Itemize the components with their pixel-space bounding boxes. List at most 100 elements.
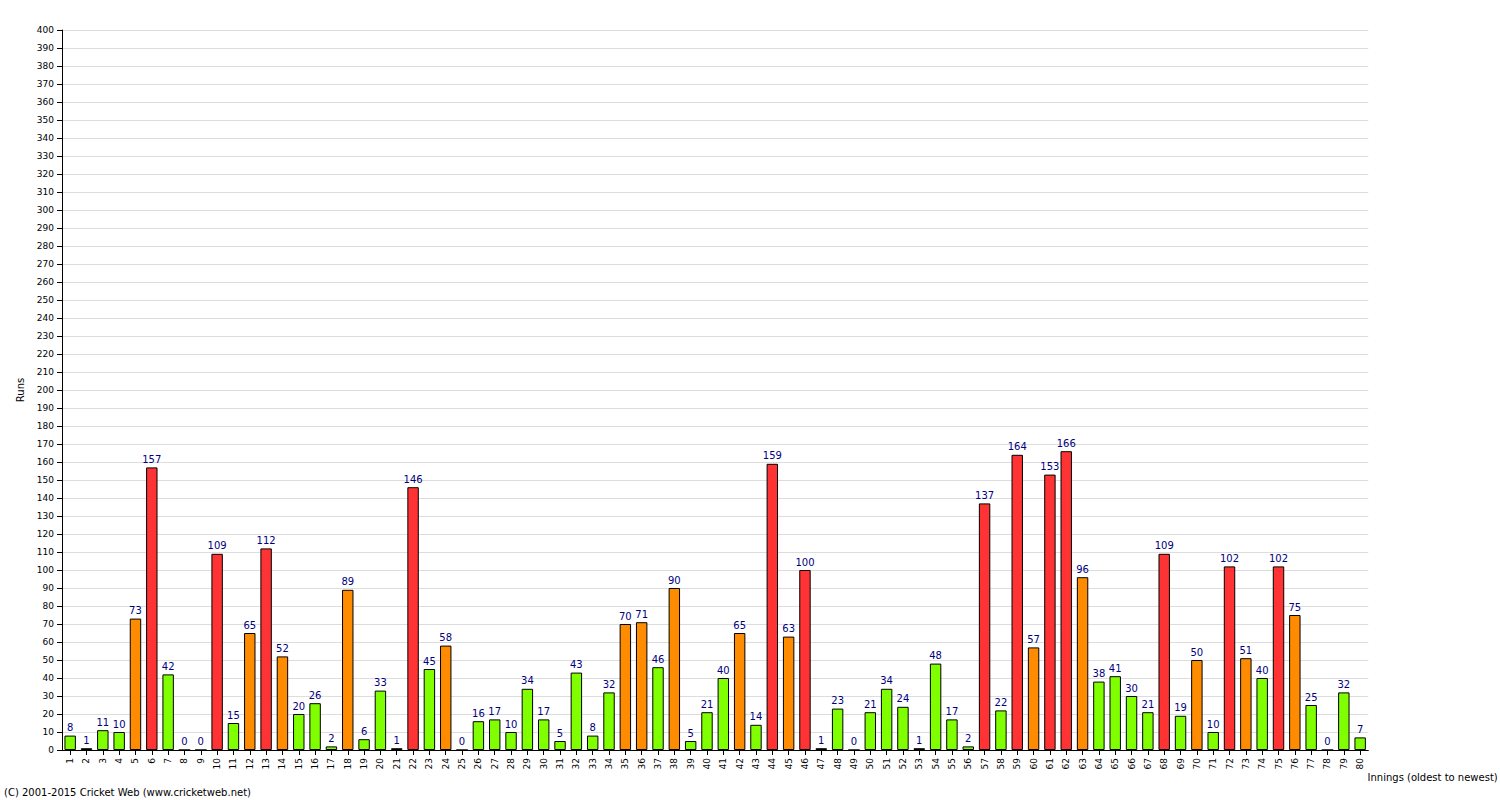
svg-text:26: 26: [473, 758, 483, 770]
svg-text:109: 109: [1155, 540, 1174, 551]
svg-text:200: 200: [37, 385, 54, 395]
svg-text:240: 240: [37, 313, 54, 323]
svg-text:43: 43: [570, 659, 583, 670]
svg-text:62: 62: [1061, 758, 1071, 769]
svg-text:29: 29: [522, 758, 532, 770]
svg-text:48: 48: [833, 758, 843, 770]
svg-text:0: 0: [1324, 736, 1330, 747]
svg-text:23: 23: [424, 758, 434, 769]
svg-text:330: 330: [37, 151, 54, 161]
svg-text:49: 49: [849, 758, 859, 770]
svg-text:150: 150: [37, 475, 54, 485]
svg-text:7: 7: [163, 758, 173, 764]
svg-text:22: 22: [408, 758, 418, 769]
svg-text:60: 60: [43, 637, 55, 647]
svg-text:16: 16: [472, 708, 485, 719]
svg-text:34: 34: [880, 675, 893, 686]
svg-text:164: 164: [1008, 441, 1027, 452]
svg-text:1: 1: [916, 735, 922, 746]
svg-text:24: 24: [897, 693, 910, 704]
svg-text:19: 19: [359, 758, 369, 770]
svg-text:180: 180: [37, 421, 54, 431]
svg-text:80: 80: [1355, 758, 1365, 770]
svg-text:61: 61: [1045, 758, 1055, 769]
svg-text:310: 310: [37, 187, 54, 197]
svg-text:66: 66: [1127, 758, 1137, 770]
svg-text:71: 71: [635, 609, 648, 620]
svg-text:30: 30: [43, 691, 55, 701]
svg-text:380: 380: [37, 61, 54, 71]
svg-text:5: 5: [557, 728, 563, 739]
svg-text:190: 190: [37, 403, 54, 413]
svg-text:4: 4: [114, 758, 124, 764]
svg-text:100: 100: [795, 557, 814, 568]
svg-text:17: 17: [488, 706, 501, 717]
svg-text:34: 34: [604, 758, 614, 770]
svg-text:10: 10: [43, 727, 55, 737]
svg-text:65: 65: [243, 620, 256, 631]
svg-text:146: 146: [404, 474, 423, 485]
svg-text:68: 68: [1159, 758, 1169, 770]
svg-text:5: 5: [687, 728, 693, 739]
svg-text:57: 57: [1027, 634, 1040, 645]
svg-text:159: 159: [763, 450, 782, 461]
svg-text:0: 0: [48, 745, 54, 755]
svg-text:27: 27: [490, 758, 500, 769]
svg-text:137: 137: [975, 490, 994, 501]
svg-text:40: 40: [717, 665, 730, 676]
svg-text:79: 79: [1339, 758, 1349, 770]
svg-text:44: 44: [767, 758, 777, 770]
svg-text:220: 220: [37, 349, 54, 359]
svg-text:56: 56: [963, 758, 973, 770]
svg-text:77: 77: [1306, 758, 1316, 769]
svg-text:35: 35: [620, 758, 630, 769]
svg-text:78: 78: [1322, 758, 1332, 770]
svg-text:153: 153: [1040, 461, 1059, 472]
svg-text:74: 74: [1257, 758, 1267, 770]
svg-text:42: 42: [735, 758, 745, 769]
svg-text:73: 73: [1241, 758, 1251, 769]
svg-text:76: 76: [1290, 758, 1300, 770]
svg-text:6: 6: [361, 726, 367, 737]
svg-text:71: 71: [1208, 758, 1218, 769]
svg-text:9: 9: [196, 758, 206, 764]
svg-text:34: 34: [521, 675, 534, 686]
svg-text:290: 290: [37, 223, 54, 233]
svg-text:73: 73: [129, 605, 142, 616]
svg-text:75: 75: [1288, 602, 1301, 613]
svg-text:67: 67: [1143, 758, 1153, 769]
svg-text:19: 19: [1174, 702, 1187, 713]
svg-text:52: 52: [898, 758, 908, 769]
svg-text:20: 20: [292, 701, 305, 712]
svg-text:109: 109: [208, 540, 227, 551]
svg-text:2: 2: [81, 758, 91, 764]
svg-text:20: 20: [375, 758, 385, 770]
svg-text:130: 130: [37, 511, 54, 521]
svg-text:32: 32: [571, 758, 581, 769]
svg-text:58: 58: [439, 632, 452, 643]
svg-text:1: 1: [394, 735, 400, 746]
svg-text:15: 15: [227, 710, 240, 721]
svg-text:350: 350: [37, 115, 54, 125]
svg-text:52: 52: [276, 643, 289, 654]
svg-text:48: 48: [929, 650, 942, 661]
svg-text:58: 58: [996, 758, 1006, 770]
svg-text:40: 40: [702, 758, 712, 770]
svg-text:8: 8: [179, 758, 189, 764]
svg-text:21: 21: [392, 758, 402, 769]
svg-text:7: 7: [1357, 724, 1363, 735]
svg-text:70: 70: [43, 619, 55, 629]
svg-text:45: 45: [423, 656, 436, 667]
svg-text:40: 40: [43, 673, 55, 683]
svg-text:33: 33: [588, 758, 598, 769]
svg-text:300: 300: [37, 205, 54, 215]
svg-text:96: 96: [1076, 564, 1089, 575]
svg-text:102: 102: [1269, 553, 1288, 564]
svg-text:59: 59: [1012, 758, 1022, 770]
svg-text:55: 55: [947, 758, 957, 769]
svg-text:320: 320: [37, 169, 54, 179]
svg-text:69: 69: [1176, 758, 1186, 770]
svg-text:160: 160: [37, 457, 54, 467]
svg-text:10: 10: [113, 719, 126, 730]
svg-text:60: 60: [1029, 758, 1039, 770]
